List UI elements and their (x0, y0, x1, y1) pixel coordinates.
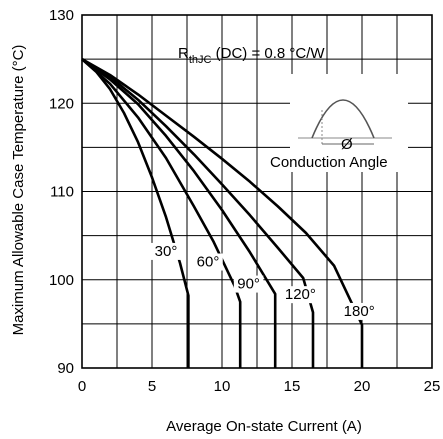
curve-label: 90° (237, 276, 260, 293)
half-sine-waveform (311, 99, 375, 139)
y-axis-label: Maximum Allowable Case Temperature (°C) (10, 45, 27, 336)
curve-label: 180° (344, 303, 375, 320)
conduction-angle-inset: Ø Conduction Angle (270, 74, 408, 172)
inset-background (290, 74, 408, 172)
x-tick-label: 25 (424, 378, 441, 395)
curve-label: 30° (155, 243, 178, 260)
rth-annotation: RthJC (DC) = 0.8 °C/W (178, 45, 325, 66)
x-tick-label: 5 (148, 378, 156, 395)
series-line-4 (81, 57, 364, 368)
y-tick-label: 90 (57, 360, 74, 377)
curve-label-bg (281, 286, 320, 304)
curves (81, 57, 364, 368)
tick-labels: 0 5 10 15 20 25 90 100 110 120 130 (49, 7, 440, 395)
curve-label-bg (151, 242, 181, 260)
curve-label-bg (340, 302, 379, 320)
grid (81, 14, 433, 369)
plot-frame (81, 14, 433, 369)
curve-label-bg (193, 253, 223, 271)
y-tick-label: 110 (50, 184, 74, 201)
rth-symbol: R (178, 45, 189, 62)
y-tick-label: 100 (49, 272, 74, 289)
y-tick-label: 120 (49, 95, 74, 112)
curve-label-bg (233, 275, 264, 293)
series-line-1 (81, 58, 242, 368)
series-line-0 (81, 58, 190, 368)
curve-label: 120° (285, 286, 316, 303)
x-tick-label: 15 (284, 378, 301, 395)
x-tick-label: 10 (214, 378, 231, 395)
x-tick-label: 20 (354, 378, 371, 395)
angle-symbol: Ø (341, 136, 353, 153)
y-tick-label: 130 (49, 7, 74, 24)
x-axis-label: Average On-state Current (A) (166, 418, 362, 435)
curve-labels: 30° 60° 90° 120° 180° (151, 242, 379, 320)
inset-label: Conduction Angle (270, 154, 388, 171)
series-line-2 (81, 58, 277, 368)
x-tick-label: 0 (78, 378, 86, 395)
rth-subscript: thJC (189, 54, 212, 66)
curve-label: 60° (197, 254, 220, 271)
rth-value: (DC) = 0.8 °C/W (211, 45, 325, 62)
